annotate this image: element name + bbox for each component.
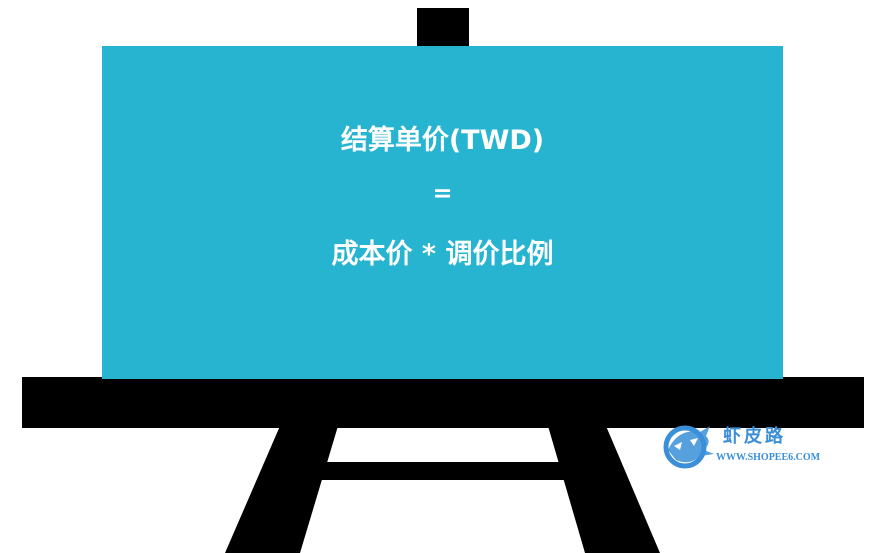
easel-crossbar <box>312 462 574 480</box>
watermark: 虾皮路 WWW.SHOPEE6.COM <box>660 420 820 470</box>
formula-equals-sign: = <box>432 179 453 207</box>
formula-result-label: 结算单价(TWD) <box>340 125 545 156</box>
easel-shelf <box>22 377 864 428</box>
watermark-url: WWW.SHOPEE6.COM <box>716 452 821 463</box>
display-board: 结算单价(TWD) = 成本价 * 调价比例 <box>102 46 783 379</box>
easel-left-leg <box>225 426 338 553</box>
dragon-logo-icon <box>663 425 714 469</box>
formula-expression: 成本价 * 调价比例 <box>331 239 554 270</box>
easel-top-peg <box>417 8 469 48</box>
easel-right-leg <box>548 426 660 553</box>
watermark-title: 虾皮路 <box>723 426 786 447</box>
